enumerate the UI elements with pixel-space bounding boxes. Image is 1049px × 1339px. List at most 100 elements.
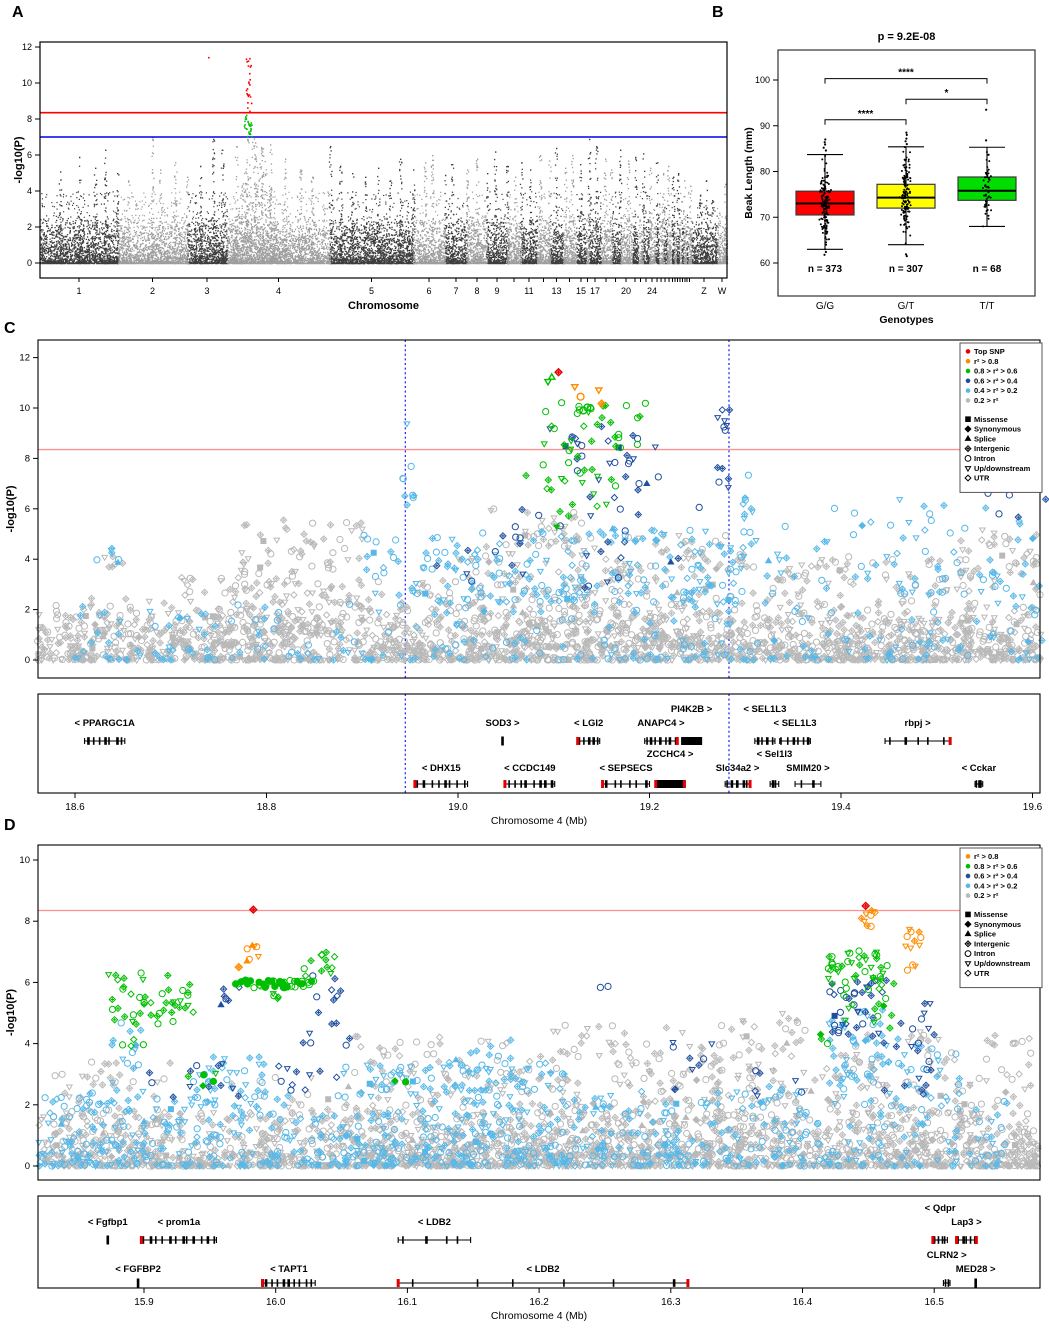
peak-significant-points	[208, 56, 253, 113]
exon	[980, 780, 982, 788]
exon	[305, 1279, 308, 1287]
chromosome-tick-label: 4	[276, 286, 281, 296]
legend-label: 0.2 > r²	[974, 891, 999, 900]
gene-label: < Qdpr	[925, 1203, 956, 1214]
legend-label: Top SNP	[974, 347, 1005, 356]
legend-swatch-green	[965, 863, 971, 869]
legend-label: Intergenic	[974, 939, 1010, 948]
exon	[298, 1279, 301, 1287]
x-tick-label: 16.4	[793, 1297, 813, 1308]
lead-snp-right	[861, 901, 871, 911]
exon	[282, 1279, 286, 1287]
chromosome-tick-label: 17	[590, 286, 600, 296]
highlight-orange	[570, 384, 580, 392]
exon	[614, 780, 617, 788]
panel-c-regional-plot: 0 2 4 6 8 10 12 -log10(P) < PPARGC1A SOD3 > < LGI2…	[5, 339, 1049, 827]
exon	[800, 780, 803, 788]
rect	[748, 780, 752, 788]
gene-TAPT1: < TAPT1	[261, 1264, 316, 1287]
exon	[943, 737, 945, 745]
panel-b-y-axis-label: Beak Length (mm)	[743, 127, 755, 219]
exon	[445, 1236, 448, 1244]
exon	[438, 780, 440, 788]
x-tick-label: 16.1	[398, 1297, 418, 1308]
significance-stars: *	[945, 88, 949, 99]
exon	[402, 1236, 404, 1244]
exon	[411, 1279, 414, 1287]
exon	[192, 1236, 196, 1244]
gene-SEPSECS: < SEPSECS	[600, 763, 653, 788]
y-tick-label: 2	[25, 605, 30, 616]
legend-shape-ftri	[964, 434, 972, 441]
exon	[786, 737, 789, 745]
exon	[745, 780, 748, 788]
gene-label: < SEL1L3	[774, 718, 817, 729]
exon	[756, 737, 760, 745]
exon	[448, 780, 451, 788]
snp-points-light	[126, 137, 729, 265]
x-tick-label: 19.2	[640, 802, 660, 813]
gene-label: ANAPC4 >	[637, 718, 685, 729]
exon	[812, 780, 815, 788]
gene-label: < prom1a	[158, 1217, 201, 1228]
gene-label: < SEL1L3	[743, 704, 786, 715]
exon	[668, 737, 672, 745]
gene-Cckar: < Cckar	[962, 763, 996, 788]
panel-b-title: p = 9.2E-08	[878, 31, 936, 43]
y-tick-label: 60	[760, 258, 770, 268]
snp-points-dark	[79, 138, 715, 265]
gene-label: < FGFBP2	[115, 1264, 161, 1275]
exon	[550, 780, 554, 788]
legend-label: 0.6 > r² > 0.4	[974, 872, 1018, 881]
y-tick-label: 2	[25, 1100, 30, 1111]
gene-label: ZCCHC4 >	[647, 749, 694, 760]
highlight-green	[543, 378, 553, 387]
gene-Fgfbp1: < Fgfbp1	[88, 1217, 128, 1245]
y-tick-label: 0	[25, 655, 30, 666]
exon	[927, 737, 929, 745]
exon	[544, 780, 547, 788]
highlight-green	[317, 950, 327, 960]
exon	[592, 737, 595, 745]
snp-points-light	[232, 138, 728, 265]
gene-label: Lap3 >	[951, 1217, 982, 1228]
jitter-points-T/T	[981, 108, 993, 228]
exon	[975, 780, 978, 788]
scatter-green-open	[104, 947, 898, 1081]
exon	[169, 1236, 172, 1244]
gene-label: CLRN2 >	[927, 1250, 967, 1261]
exon	[287, 1279, 290, 1287]
legend-label: Synonymous	[974, 920, 1021, 929]
scatter-navy-filled	[562, 443, 675, 565]
y-tick-label: 4	[25, 1039, 30, 1050]
exon	[957, 1236, 959, 1244]
gene-label: < LDB2	[527, 1264, 560, 1275]
y-tick-label: 8	[25, 916, 30, 927]
significance-stars: ****	[898, 68, 914, 79]
exon	[969, 1236, 972, 1244]
gene-glyph	[655, 780, 685, 788]
chromosome-tick-label: W	[718, 286, 727, 296]
exon	[524, 780, 527, 788]
exon	[665, 737, 667, 745]
exon	[978, 780, 981, 788]
y-axis-label: -log10(P)	[5, 989, 17, 1036]
exon	[672, 1279, 676, 1287]
rect	[261, 1279, 265, 1287]
exon	[596, 737, 599, 745]
legend-label: Missense	[974, 910, 1008, 919]
gene-prom1a: < prom1a	[139, 1217, 217, 1244]
exon	[730, 780, 734, 788]
gene-label: < TAPT1	[270, 1264, 308, 1275]
exon	[646, 737, 648, 745]
significance-stars: ****	[858, 109, 874, 120]
legend-label: Up/downstream	[974, 959, 1031, 968]
exon	[771, 737, 774, 745]
gene-ANAPC4: ANAPC4 >	[637, 718, 685, 745]
legend-shape-circle	[964, 950, 972, 957]
peak-suggestive-points	[243, 114, 253, 139]
rect	[503, 780, 507, 788]
x-tick-label: 16.5	[924, 1297, 944, 1308]
